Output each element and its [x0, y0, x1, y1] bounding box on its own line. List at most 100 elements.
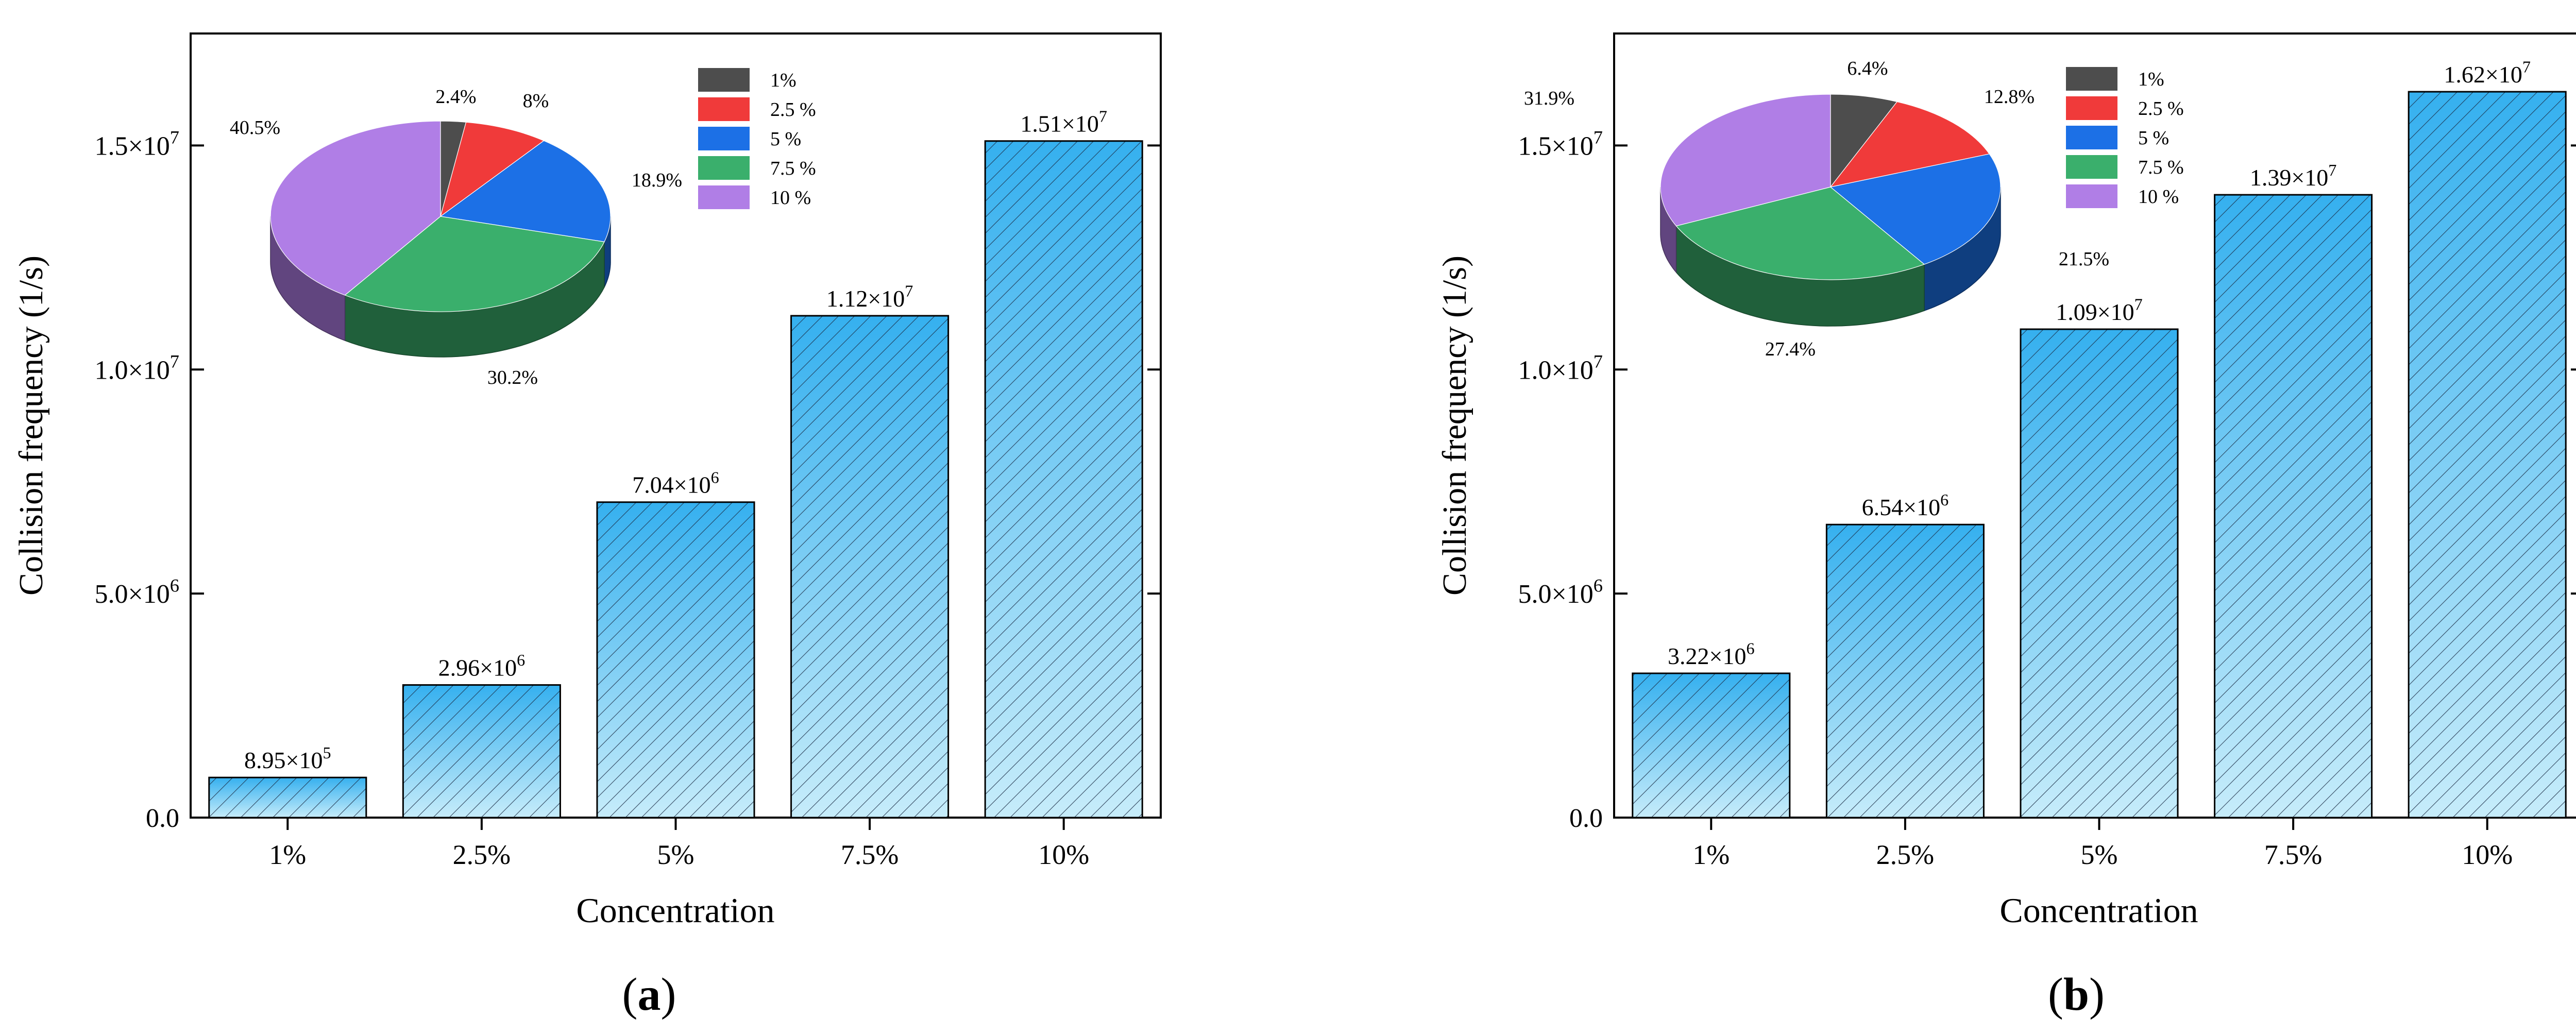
legend-label: 1%: [2138, 69, 2164, 90]
y-tick-label: 0.0: [1569, 804, 1603, 833]
bar: [402, 684, 561, 819]
bar: [1825, 523, 1985, 819]
legend-swatch: [698, 68, 750, 92]
x-tick-label: 7.5%: [841, 839, 899, 870]
legend-label: 5 %: [2138, 127, 2169, 149]
pie-legend: 1% 2.5 % 5 % 7.5 % 10 %: [2066, 67, 2184, 208]
bar-hatch: [402, 684, 561, 819]
pie-slice: [439, 140, 611, 243]
pie-slice: [1830, 94, 1898, 188]
bar-hatch: [1632, 672, 1791, 819]
x-tick-label: 1%: [269, 839, 306, 870]
legend-swatch: [2066, 184, 2117, 208]
legend-swatch: [2066, 96, 2117, 120]
panel-letter: b: [2063, 969, 2089, 1020]
y-axis-ticks: 0.0 5.0×106 1.0×107 1.5×107: [1518, 127, 2576, 833]
bar-hatch: [2214, 194, 2373, 819]
x-tick-label: 10%: [1038, 839, 1089, 870]
pie-slice: [439, 122, 545, 217]
legend-label: 2.5 %: [770, 99, 816, 121]
panel-label: (b): [2048, 969, 2105, 1020]
pie-value-label: 18.9%: [632, 169, 682, 191]
legend-swatch: [2066, 126, 2117, 149]
bar-value-label: 1.51×107: [1020, 107, 1107, 137]
bar-hatch: [2408, 91, 2567, 819]
bar-value-label: 1.62×107: [2444, 58, 2531, 88]
bar: [984, 140, 1143, 819]
bar-value-label: 6.54×106: [1862, 490, 1949, 520]
x-axis-label: Concentration: [1999, 891, 2198, 930]
x-tick-label: 2.5%: [1876, 839, 1934, 870]
legend-swatch: [698, 127, 750, 150]
pie-value-label: 27.4%: [1765, 338, 1816, 360]
bar: [208, 776, 367, 819]
bar-hatch: [790, 315, 950, 819]
legend-swatch: [698, 97, 750, 121]
bar: [2214, 194, 2373, 819]
inset-pie-chart: 2.4% 8% 18.9% 30.2% 40.5%: [230, 86, 682, 388]
bar-value-labels: 8.95×105 2.96×106 7.04×106 1.12×107 1.51×107: [244, 107, 1107, 773]
legend-swatch: [698, 185, 750, 209]
x-tick-label: 5%: [2081, 839, 2118, 870]
bar-series: [1632, 91, 2567, 819]
pie-value-label: 2.4%: [435, 86, 476, 108]
pie-value-label: 8%: [523, 90, 549, 112]
y-axis-label: Collision frequency (1/s): [1436, 256, 1473, 596]
bar-value-label: 1.09×107: [2056, 295, 2143, 325]
bar-value-labels: 3.22×106 6.54×106 1.09×107 1.39×107 1.62×107: [1668, 58, 2531, 669]
x-axis-ticks: 1% 2.5% 5% 7.5% 10%: [1692, 818, 2513, 870]
pie-value-label: 30.2%: [487, 367, 538, 388]
inset-pie-chart: 6.4% 12.8% 21.5% 27.4% 31.9%: [1524, 58, 2109, 360]
legend-label: 2.5 %: [2138, 98, 2184, 120]
x-tick-label: 7.5%: [2264, 839, 2322, 870]
pie-slice: [1829, 154, 2001, 265]
pie-value-label: 12.8%: [1984, 86, 2035, 108]
panel-letter: a: [638, 969, 661, 1020]
bar-hatch: [2020, 328, 2179, 819]
x-tick-label: 10%: [2462, 839, 2513, 870]
panel-label: (a): [622, 969, 676, 1020]
pie-value-label: 31.9%: [1524, 88, 1574, 109]
y-tick-label: 1.5×107: [1518, 127, 1603, 161]
x-tick-label: 5%: [657, 839, 694, 870]
y-tick-label: 1.0×107: [1518, 351, 1603, 385]
x-axis-label: Concentration: [576, 891, 774, 930]
bar: [1632, 672, 1791, 819]
legend-label: 10 %: [2138, 186, 2179, 208]
bar: [2020, 328, 2179, 819]
pie-value-label: 40.5%: [230, 117, 280, 139]
pie-slice: [270, 121, 441, 296]
y-axis-ticks: 0.0 5.0×106 1.0×107 1.5×107: [94, 127, 1161, 833]
pie-slice: [1829, 101, 1990, 188]
pie-slice: [344, 216, 605, 312]
pie-value-label: 6.4%: [1847, 58, 1888, 79]
y-tick-label: 1.5×107: [94, 127, 179, 161]
y-tick-label: 1.0×107: [94, 351, 179, 385]
bar-hatch: [208, 776, 367, 819]
bar-series: [208, 140, 1143, 819]
pie-legend: 1% 2.5 % 5 % 7.5 % 10 %: [698, 68, 816, 209]
bar-value-label: 7.04×106: [632, 468, 719, 498]
pie-slice: [1675, 186, 1925, 280]
pie-slice: [1660, 94, 1831, 227]
y-tick-label: 5.0×106: [94, 575, 179, 609]
bar: [596, 501, 755, 819]
legend-label: 5 %: [770, 128, 801, 150]
legend-label: 7.5 %: [2138, 157, 2184, 178]
bar-hatch: [1825, 523, 1985, 819]
legend-label: 1%: [770, 70, 796, 91]
x-axis-ticks: 1% 2.5% 5% 7.5% 10%: [269, 818, 1089, 870]
bar: [790, 315, 950, 819]
y-tick-label: 5.0×106: [1518, 575, 1603, 609]
y-tick-label: 0.0: [146, 804, 179, 833]
legend-swatch: [698, 156, 750, 180]
bar-hatch: [984, 140, 1143, 819]
legend-swatch: [2066, 155, 2117, 179]
legend-swatch: [2066, 67, 2117, 91]
bar-value-label: 1.12×107: [826, 282, 913, 312]
legend-label: 10 %: [770, 187, 811, 209]
bar: [2408, 91, 2567, 819]
x-tick-label: 2.5%: [453, 839, 511, 870]
bar-value-label: 2.96×106: [438, 651, 526, 681]
